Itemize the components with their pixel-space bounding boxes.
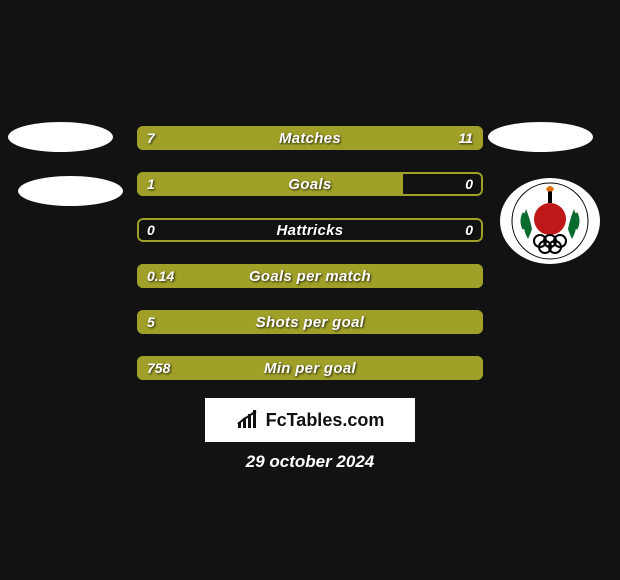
- stat-value-right: [463, 310, 483, 334]
- player-left-slot-2: [18, 176, 123, 206]
- stat-row: Matches7 11: [137, 126, 483, 150]
- brand-logo-icon: [236, 410, 260, 430]
- stat-value-left: 7: [137, 126, 165, 150]
- player-right-slot-1: [488, 122, 593, 152]
- stat-row: Hattricks0 0: [137, 218, 483, 242]
- stat-value-right: 0: [455, 172, 483, 196]
- stat-value-right: [463, 356, 483, 380]
- stat-row: Goals1 0: [137, 172, 483, 196]
- stat-label: Min per goal: [137, 356, 483, 380]
- stat-row: Shots per goal5: [137, 310, 483, 334]
- stat-value-left: 5: [137, 310, 165, 334]
- stat-value-right: 11: [448, 126, 483, 150]
- stat-value-left: 758: [137, 356, 180, 380]
- club-crest-icon: [510, 181, 590, 261]
- stat-label: Hattricks: [137, 218, 483, 242]
- club-badge-right: [500, 178, 600, 264]
- comparison-bars: Matches711Goals10Hattricks00Goals per ma…: [137, 126, 483, 402]
- stat-value-left: 1: [137, 172, 165, 196]
- brand-text: FcTables.com: [266, 410, 385, 431]
- stat-label: Goals: [137, 172, 483, 196]
- stat-value-right: 0: [455, 218, 483, 242]
- stat-label: Matches: [137, 126, 483, 150]
- stat-label: Shots per goal: [137, 310, 483, 334]
- date-text: 29 october 2024: [0, 452, 620, 472]
- brand-attribution: FcTables.com: [205, 398, 415, 442]
- stat-label: Goals per match: [137, 264, 483, 288]
- stat-value-right: [463, 264, 483, 288]
- stat-value-left: 0.14: [137, 264, 184, 288]
- stat-value-left: 0: [137, 218, 165, 242]
- stat-row: Goals per match0.14: [137, 264, 483, 288]
- player-left-slot-1: [8, 122, 113, 152]
- stat-row: Min per goal758: [137, 356, 483, 380]
